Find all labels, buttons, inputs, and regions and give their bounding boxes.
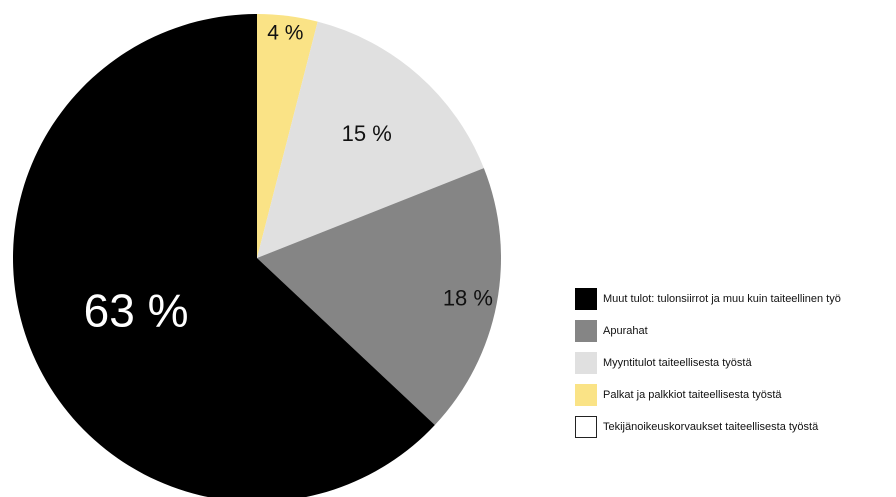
chart-legend: Muut tulot: tulonsiirrot ja muu kuin tai… (575, 288, 841, 438)
pie-slice (257, 21, 484, 259)
slice-data-label: 18 % (443, 286, 493, 311)
legend-item: Myyntitulot taiteellisesta työstä (575, 352, 841, 374)
slice-data-label: 15 % (342, 121, 392, 146)
legend-item: Tekijänoikeuskorvaukset taiteellisesta t… (575, 416, 841, 438)
legend-swatch (575, 320, 597, 342)
slice-data-label: 63 % (84, 284, 189, 336)
legend-item: Apurahat (575, 320, 841, 342)
legend-label: Tekijänoikeuskorvaukset taiteellisesta t… (603, 421, 819, 433)
legend-swatch (575, 384, 597, 406)
legend-swatch (575, 288, 597, 310)
legend-item: Palkat ja palkkiot taiteellisesta työstä (575, 384, 841, 406)
pie-slice (257, 168, 502, 426)
legend-label: Palkat ja palkkiot taiteellisesta työstä (603, 389, 782, 401)
legend-swatch (575, 352, 597, 374)
slice-data-label: 4 % (267, 21, 303, 44)
pie-slice (13, 14, 435, 497)
legend-label: Myyntitulot taiteellisesta työstä (603, 357, 752, 369)
legend-swatch (575, 416, 597, 438)
legend-label: Apurahat (603, 325, 648, 337)
legend-label: Muut tulot: tulonsiirrot ja muu kuin tai… (603, 293, 841, 305)
pie-slice (257, 14, 318, 258)
legend-item: Muut tulot: tulonsiirrot ja muu kuin tai… (575, 288, 841, 310)
